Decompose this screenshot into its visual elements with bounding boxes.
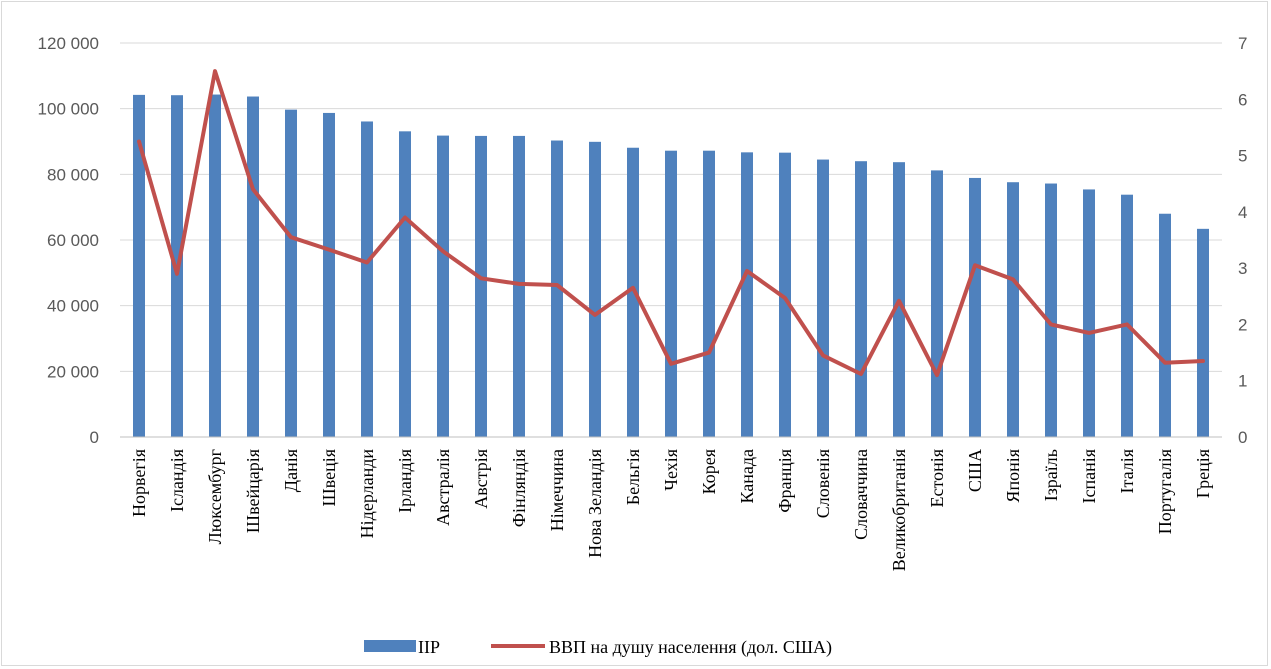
x-tick-label: Франція <box>775 449 795 513</box>
x-tick-label: Іспанія <box>1079 449 1099 504</box>
bar <box>1197 228 1209 437</box>
bar <box>1121 194 1133 437</box>
bar <box>665 150 677 437</box>
bar <box>285 109 297 437</box>
bar <box>589 141 601 437</box>
x-tick-label: Ірландія <box>395 449 415 513</box>
x-tick-label: Ісландія <box>167 449 187 512</box>
x-tick-label: Швеція <box>319 449 339 506</box>
legend-label-bar: ІІР <box>418 637 440 657</box>
x-tick-label: Італія <box>1117 449 1137 494</box>
legend-swatch-bar <box>364 640 416 652</box>
bar <box>437 135 449 437</box>
bar <box>741 152 753 437</box>
x-tick-label: Нова Зеландія <box>585 449 605 558</box>
x-tick-label: Фінляндія <box>509 449 529 527</box>
bar <box>209 94 221 437</box>
bar <box>247 96 259 437</box>
legend: ІІР ВВП на душу населення (дол. США) <box>364 637 832 658</box>
x-tick-label: Австрія <box>471 449 491 509</box>
bar <box>817 159 829 437</box>
x-tick-label: Канада <box>737 449 757 504</box>
x-tick-label: Люксембург <box>205 449 225 544</box>
bar <box>513 135 525 437</box>
bar <box>399 131 411 438</box>
y-right-tick-label: 4 <box>1238 203 1247 222</box>
bar <box>1045 183 1057 437</box>
bar-series <box>133 94 1209 438</box>
bar <box>703 150 715 437</box>
x-tick-label: Японія <box>1003 449 1023 503</box>
x-tick-label: Швейцарія <box>243 449 263 533</box>
y-axis-right: 0 1 2 3 4 5 6 7 <box>1238 34 1247 447</box>
y-right-tick-label: 3 <box>1238 259 1247 278</box>
y-right-tick-label: 1 <box>1238 372 1247 391</box>
y-left-tick-label: 100 000 <box>38 100 99 119</box>
x-tick-label: Норвегія <box>129 449 149 517</box>
y-left-tick-label: 120 000 <box>38 34 99 53</box>
y-left-tick-label: 80 000 <box>47 165 99 184</box>
legend-label-line: ВВП на душу населення (дол. США) <box>549 637 832 658</box>
y-right-tick-label: 5 <box>1238 147 1247 166</box>
y-right-tick-label: 0 <box>1238 428 1247 447</box>
y-left-tick-label: 60 000 <box>47 231 99 250</box>
x-tick-label: Словаччина <box>851 449 871 540</box>
y-left-tick-label: 0 <box>90 428 99 447</box>
y-left-tick-label: 20 000 <box>47 362 99 381</box>
line-series <box>137 69 1205 378</box>
y-right-tick-label: 2 <box>1238 315 1247 334</box>
x-tick-label: Нідерланди <box>357 449 377 539</box>
x-tick-label: Греція <box>1193 449 1213 498</box>
bar <box>1007 182 1019 437</box>
x-tick-label: Естонія <box>927 449 947 508</box>
y-right-tick-label: 6 <box>1238 90 1247 109</box>
bar <box>855 161 867 437</box>
y-left-tick-label: 40 000 <box>47 297 99 316</box>
bar <box>969 177 981 437</box>
y-right-tick-label: 7 <box>1238 34 1247 53</box>
x-tick-label: Словенія <box>813 449 833 518</box>
bar <box>475 135 487 437</box>
x-tick-label: Бельгія <box>623 449 643 505</box>
bar <box>779 152 791 437</box>
bar <box>323 112 335 437</box>
y-axis-left: 0 20 000 40 000 60 000 80 000 100 000 120 000 <box>38 34 99 447</box>
bar <box>1159 213 1171 437</box>
bar <box>361 121 373 437</box>
line-series-path <box>137 69 1205 378</box>
x-tick-label: Німеччина <box>547 449 567 531</box>
x-tick-label: Португалія <box>1155 449 1175 534</box>
x-tick-label: Ізраїль <box>1041 449 1061 501</box>
bar <box>133 94 145 438</box>
bar <box>551 140 563 437</box>
x-tick-label: Австралія <box>433 449 453 526</box>
x-tick-label: Данія <box>281 449 301 492</box>
x-tick-labels: Норвегія Ісландія Люксембург Швейцарія Данія… <box>129 449 1213 572</box>
x-tick-label: Корея <box>699 449 719 494</box>
x-tick-label: США <box>965 449 985 492</box>
bar <box>627 147 639 437</box>
bar <box>1083 189 1095 437</box>
x-tick-label: Чехія <box>661 449 681 491</box>
x-tick-label: Великобританія <box>889 449 909 571</box>
bar <box>931 170 943 438</box>
